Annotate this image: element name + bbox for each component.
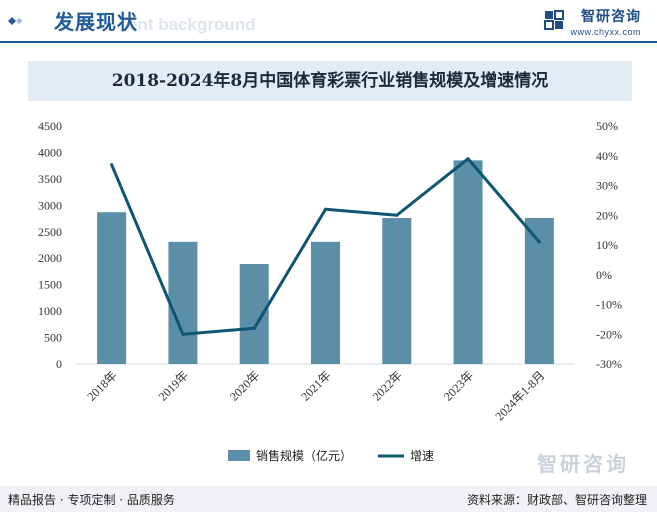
legend-line-label: 增速	[410, 449, 434, 463]
line-point	[252, 326, 256, 330]
brand: 智研咨询 www.chyxx.com	[544, 8, 641, 38]
right-tick-label: 0%	[596, 268, 612, 282]
brand-logo-icon	[544, 10, 565, 30]
footer: 精品报告 · 专项定制 · 品质服务 资料来源：财政部、智研咨询整理	[0, 486, 657, 512]
diamond-icon	[8, 16, 23, 26]
bar-series	[97, 160, 554, 364]
legend-bar-swatch	[228, 450, 250, 461]
x-tick-label: 2022年	[370, 368, 405, 403]
left-tick-label: 4000	[38, 145, 62, 159]
left-tick-label: 3000	[38, 198, 62, 212]
left-tick-label: 1000	[38, 304, 62, 318]
right-tick-label: 40%	[596, 149, 618, 163]
bar	[382, 218, 412, 364]
line-point	[181, 332, 185, 336]
left-tick-label: 0	[56, 357, 62, 371]
right-tick-label: 10%	[596, 238, 618, 252]
chart-title-bar: 2018-2024年8月中国体育彩票行业销售规模及增速情况	[28, 61, 632, 101]
section-title: 发展现状	[54, 10, 138, 34]
footer-tagline: 精品报告 · 专项定制 · 品质服务	[8, 493, 175, 507]
left-tick-label: 1500	[38, 278, 62, 292]
bar	[453, 160, 483, 364]
left-tick-label: 2500	[38, 225, 62, 239]
left-tick-label: 3500	[38, 172, 62, 186]
line-point	[324, 207, 327, 211]
bottom-watermark: 智研咨询	[537, 452, 629, 476]
right-tick-label: -30%	[596, 357, 622, 371]
x-tick-label: 2018年	[84, 368, 119, 403]
background-watermark-text: ent background	[128, 15, 256, 34]
bar	[168, 241, 198, 364]
right-tick-label: 50%	[596, 119, 618, 133]
brand-url: www.chyxx.com	[570, 27, 641, 37]
x-tick-label: 2024年1-8月	[492, 368, 547, 423]
right-axis: -30% -20% -10% 0% 10% 20% 30% 40% 50%	[596, 119, 622, 371]
right-tick-label: 30%	[596, 179, 618, 193]
legend: 销售规模（亿元） 增速	[228, 448, 434, 463]
left-axis: 0 500 1000 1500 2000 2500 3000 3500 4000 4500	[38, 119, 575, 371]
line-point	[466, 157, 470, 161]
bar	[97, 212, 127, 364]
chart: 0 500 1000 1500 2000 2500 3000 3500 4000 4500 -30…	[38, 119, 622, 463]
right-tick-label: -10%	[596, 298, 622, 312]
x-tick-label: 2021年	[298, 368, 333, 403]
header: ent background 发展现状 智研咨询 www.chyxx.com	[0, 0, 657, 44]
line-series	[110, 157, 541, 336]
left-tick-label: 2000	[38, 251, 62, 265]
footer-source: 资料来源：财政部、智研咨询整理	[466, 493, 647, 507]
x-tick-label: 2020年	[227, 368, 262, 403]
line-point	[395, 213, 399, 217]
x-tick-label: 2023年	[441, 368, 476, 403]
right-tick-label: 20%	[596, 208, 618, 222]
brand-name: 智研咨询	[581, 9, 641, 25]
left-tick-label: 4500	[38, 119, 62, 133]
line-point	[110, 163, 114, 167]
bar	[311, 241, 340, 364]
legend-bar-label: 销售规模（亿元）	[256, 448, 352, 463]
chart-title: 2018-2024年8月中国体育彩票行业销售规模及增速情况	[111, 71, 549, 91]
header-divider	[0, 41, 657, 43]
x-axis: 2018年 2019年 2020年 2021年 2022年 2023年 2024年1-8月	[84, 368, 547, 423]
x-tick-label: 2019年	[156, 368, 191, 403]
line-point	[537, 240, 541, 244]
left-tick-label: 500	[44, 331, 62, 345]
right-tick-label: -20%	[596, 327, 622, 341]
